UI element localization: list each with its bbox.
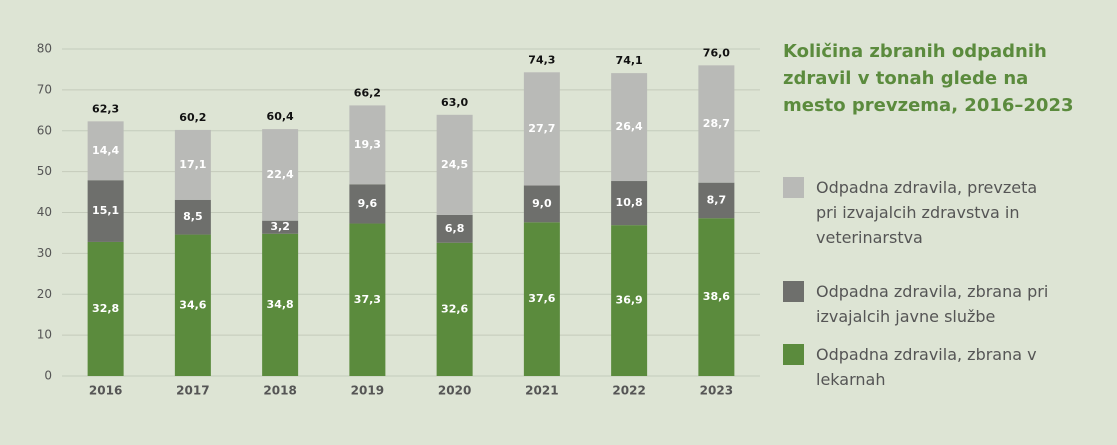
x-tick-label: 2021 [525, 384, 558, 398]
value-label: 17,1 [179, 158, 206, 171]
bar-segment [262, 233, 299, 376]
y-tick-label: 0 [44, 369, 52, 383]
y-tick-label: 30 [37, 246, 52, 260]
bar-segment [174, 129, 211, 200]
bar-segment [698, 218, 735, 376]
total-label: 62,3 [92, 102, 119, 115]
bar-segment [698, 182, 735, 219]
total-label: 76,0 [703, 46, 730, 59]
bar-segment [436, 114, 473, 215]
y-tick-label: 70 [37, 82, 52, 96]
value-label: 15,1 [92, 204, 119, 217]
value-label: 8,7 [707, 193, 727, 206]
bar-segment [523, 222, 560, 376]
value-label: 3,2 [270, 220, 290, 233]
value-label: 8,5 [183, 210, 203, 223]
legend-item: Odpadna zdravila, zbrana v lekarnah [783, 342, 1083, 392]
bar-segment [262, 220, 299, 234]
legend-swatch [783, 177, 804, 198]
bar-segment [611, 181, 648, 226]
x-tick-label: 2023 [700, 384, 733, 398]
value-label: 19,3 [354, 138, 381, 151]
bar-segment [523, 72, 560, 186]
value-label: 28,7 [703, 117, 730, 130]
legend-label: Odpadna zdravila, zbrana pri izvajalcih … [816, 282, 1049, 326]
value-label: 14,4 [92, 144, 119, 157]
bar-segment [349, 223, 386, 376]
value-label: 9,6 [358, 197, 378, 210]
total-label: 60,2 [179, 111, 206, 124]
bar-segment [436, 242, 473, 376]
value-label: 34,8 [267, 298, 294, 311]
value-label: 10,8 [616, 196, 643, 209]
bar-segment [349, 105, 386, 185]
total-label: 74,1 [616, 54, 643, 67]
value-label: 9,0 [532, 197, 552, 210]
legend-label: Odpadna zdravila, zbrana v lekarnah [816, 345, 1037, 389]
value-label: 38,6 [703, 290, 730, 303]
legend-swatch [783, 344, 804, 365]
x-tick-label: 2019 [351, 384, 384, 398]
value-label: 32,8 [92, 302, 119, 315]
x-tick-label: 2018 [263, 384, 296, 398]
chart-title: Količina zbranih odpadnih zdravil v tona… [783, 41, 1074, 116]
legend-swatch [783, 281, 804, 302]
value-label: 26,4 [616, 120, 643, 133]
value-label: 22,4 [267, 168, 294, 181]
bar-segment [174, 234, 211, 376]
total-label: 66,2 [354, 86, 381, 99]
value-label: 37,3 [354, 293, 381, 306]
bar-segment [262, 129, 299, 221]
value-label: 37,6 [528, 292, 555, 305]
y-tick-label: 60 [37, 123, 52, 137]
value-label: 36,9 [616, 294, 643, 307]
y-tick-label: 10 [37, 328, 52, 342]
bar-segment [698, 65, 735, 183]
value-label: 6,8 [445, 222, 465, 235]
y-tick-label: 20 [37, 287, 52, 301]
legend-item: Odpadna zdravila, zbrana pri izvajalcih … [783, 279, 1083, 329]
bar-segment [87, 241, 124, 376]
bar-segment [87, 121, 124, 181]
y-tick-label: 50 [37, 164, 52, 178]
bar-segment [523, 185, 560, 223]
y-tick-label: 40 [37, 205, 52, 219]
value-label: 24,5 [441, 158, 468, 171]
bar-segment [349, 184, 386, 224]
x-tick-label: 2020 [438, 384, 471, 398]
value-label: 34,6 [179, 298, 206, 311]
bar-segment [436, 214, 473, 243]
total-label: 74,3 [528, 53, 555, 66]
legend-label: Odpadna zdravila, prevzeta pri izvajalci… [816, 178, 1038, 247]
bar-segment [174, 199, 211, 235]
x-tick-label: 2016 [89, 384, 122, 398]
total-label: 60,4 [267, 110, 294, 123]
x-tick-label: 2022 [612, 384, 645, 398]
value-label: 27,7 [528, 122, 555, 135]
total-label: 63,0 [441, 96, 468, 109]
legend-item: Odpadna zdravila, prevzeta pri izvajalci… [783, 175, 1083, 250]
bar-segment [611, 225, 648, 376]
bar-segment [611, 73, 648, 182]
value-label: 32,6 [441, 302, 468, 315]
bar-segment [87, 180, 124, 242]
x-tick-label: 2017 [176, 384, 209, 398]
y-tick-label: 80 [37, 42, 52, 56]
